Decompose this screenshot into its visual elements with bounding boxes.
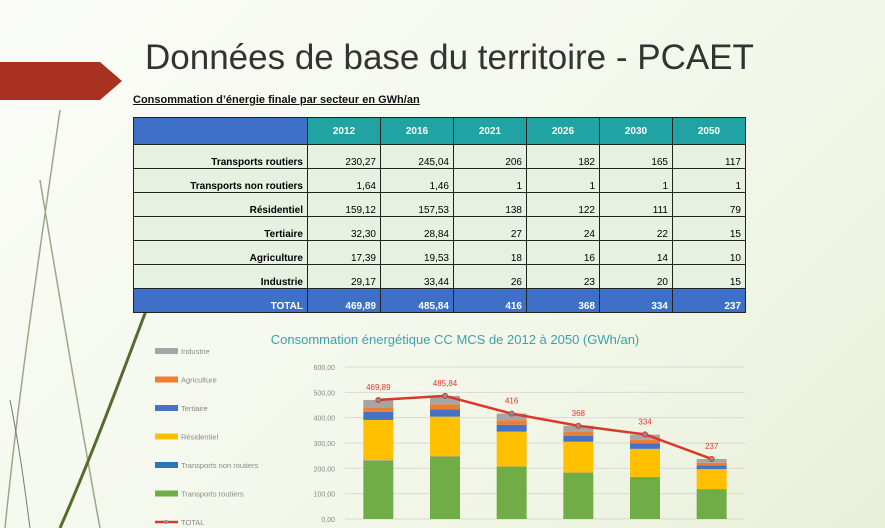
bar-segment	[430, 404, 460, 409]
y-tick-label: 0,00	[321, 517, 335, 524]
y-tick-label: 300,00	[314, 441, 336, 448]
bar-segment	[563, 436, 593, 442]
legend-label: TOTAL	[181, 518, 204, 527]
bar-segment	[697, 469, 727, 489]
legend-label: Transports routiers	[181, 490, 244, 499]
legend-label: Agriculture	[181, 376, 217, 385]
bar-segment	[497, 420, 527, 425]
data-label: 237	[705, 442, 719, 451]
bar-segment	[697, 463, 727, 466]
legend-swatch	[155, 491, 178, 497]
legend-label: Industrie	[181, 347, 210, 356]
y-tick-label: 500,00	[314, 390, 336, 397]
bar-segment	[497, 432, 527, 467]
bar-segment	[430, 417, 460, 457]
bar-segment	[430, 457, 460, 519]
bar-segment	[430, 409, 460, 416]
legend-swatch	[155, 434, 178, 440]
bar-segment	[697, 465, 727, 469]
bar-segment	[563, 473, 593, 519]
data-label: 485,84	[433, 379, 458, 388]
line-marker	[443, 393, 448, 398]
bar-segment	[363, 412, 393, 420]
bar-segment	[630, 440, 660, 444]
line-marker	[376, 397, 381, 402]
chart: Consommation énergétique CC MCS de 2012 …	[0, 0, 885, 528]
bar-segment	[363, 420, 393, 460]
legend-swatch	[155, 462, 178, 468]
bar-segment	[497, 425, 527, 432]
y-tick-label: 100,00	[314, 492, 336, 499]
data-label: 334	[638, 417, 652, 426]
bar-segment	[630, 477, 660, 519]
legend-swatch	[155, 348, 178, 354]
data-label: 368	[572, 409, 586, 418]
slide: Données de base du territoire - PCAET Co…	[0, 0, 885, 528]
y-tick-label: 400,00	[314, 416, 336, 423]
line-marker	[509, 411, 514, 416]
legend-label: Transports non routiers	[181, 461, 259, 470]
bar-segment	[563, 442, 593, 473]
bar-segment	[497, 467, 527, 519]
line-marker	[576, 423, 581, 428]
bar-segment	[630, 443, 660, 449]
line-marker	[709, 456, 714, 461]
legend-swatch	[164, 520, 168, 524]
y-tick-label: 200,00	[314, 466, 336, 473]
bar-segment	[697, 489, 727, 519]
data-label: 416	[505, 397, 519, 406]
bar-segment	[563, 432, 593, 436]
bar-segment	[363, 407, 393, 411]
bar-segment	[630, 449, 660, 477]
legend-swatch	[155, 405, 178, 411]
total-line	[378, 396, 711, 459]
chart-title: Consommation énergétique CC MCS de 2012 …	[271, 332, 640, 347]
legend-label: Résidentiel	[181, 433, 218, 442]
y-tick-label: 600,00	[314, 365, 336, 372]
data-label: 469,89	[366, 383, 391, 392]
bar-segment	[363, 461, 393, 519]
legend-label: Tertiaire	[181, 404, 208, 413]
legend-swatch	[155, 377, 178, 383]
line-marker	[643, 432, 648, 437]
